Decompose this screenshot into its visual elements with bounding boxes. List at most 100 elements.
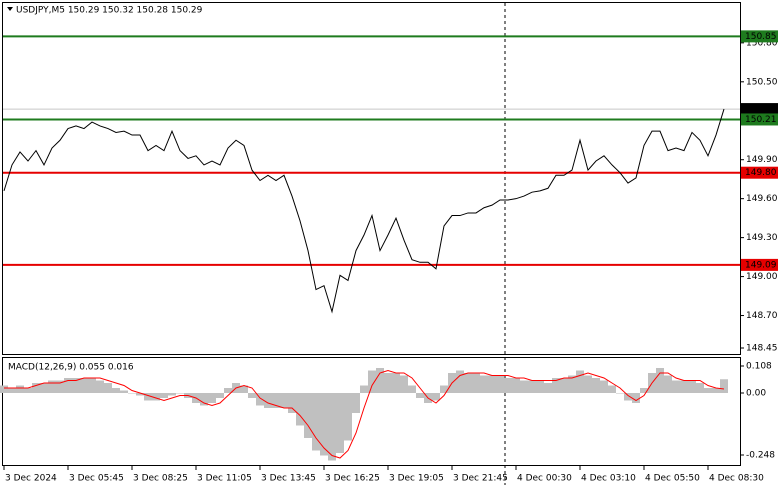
x-tick-label: 4 Dec 05:50 (645, 474, 700, 484)
histogram-bar (568, 375, 576, 393)
histogram-bar (0, 385, 8, 393)
chart-title: USDJPY,M5 150.29 150.32 150.28 150.29 (16, 6, 203, 16)
x-tick-label: 4 Dec 03:10 (581, 474, 636, 484)
level-label: 149.80 (745, 168, 777, 178)
histogram-bar (696, 383, 704, 393)
histogram-bar (328, 393, 336, 461)
histogram-bar (392, 373, 400, 393)
histogram-bar (640, 388, 648, 393)
signal-line (4, 369, 725, 459)
level-box (741, 166, 778, 179)
histogram-bar (264, 393, 272, 408)
y-tick-label: 148.45 (746, 343, 778, 353)
histogram-bar (32, 383, 40, 393)
x-tick-label: 3 Dec 05:45 (69, 474, 124, 484)
histogram-bar (584, 375, 592, 393)
histogram-bar (256, 393, 264, 406)
histogram-bar (88, 378, 96, 393)
x-tick-label: 3 Dec 08:25 (133, 474, 188, 484)
y-tick-label: -0.248 (746, 451, 775, 461)
histogram-bar (488, 375, 496, 393)
price-panel-frame (2, 2, 741, 355)
histogram-bar (360, 385, 368, 393)
histogram-bar (384, 373, 392, 393)
histogram-bar (416, 393, 424, 398)
y-tick-label: 0.00 (746, 389, 766, 399)
histogram-bar (600, 380, 608, 393)
histogram-bar (288, 393, 296, 413)
histogram-bar (280, 393, 288, 408)
histogram-bar (632, 393, 640, 403)
level-box (741, 258, 778, 271)
histogram-bar (456, 370, 464, 393)
x-tick-label: 3 Dec 11:05 (197, 474, 252, 484)
histogram-bar (672, 380, 680, 393)
histogram-bar (512, 378, 520, 393)
histogram-bar (112, 388, 120, 393)
x-tick-label: 3 Dec 16:25 (325, 474, 380, 484)
histogram-bar (152, 393, 160, 401)
histogram-bar (80, 378, 88, 393)
y-tick-label: 150.50 (746, 77, 778, 87)
histogram-bar (704, 388, 712, 393)
histogram-bar (96, 380, 104, 393)
histogram-bar (272, 393, 280, 408)
histogram-bar (136, 393, 144, 396)
histogram-bar (40, 383, 48, 393)
histogram-bar (224, 388, 232, 393)
y-tick-label: 149.90 (746, 155, 778, 165)
level-label: 150.85 (745, 32, 777, 42)
histogram-bar (472, 373, 480, 393)
price-line (3, 108, 725, 314)
histogram-bar (712, 388, 720, 393)
histogram-bar (368, 370, 376, 393)
histogram-bar (720, 379, 728, 393)
histogram-bar (544, 383, 552, 393)
symbol-marker (7, 7, 13, 11)
histogram-bar (536, 380, 544, 393)
histogram-bar (344, 393, 352, 441)
histogram-bar (688, 380, 696, 393)
histogram-bar (528, 380, 536, 393)
histogram-bar (320, 393, 328, 456)
histogram-bar (48, 380, 56, 393)
histogram-bar (624, 393, 632, 401)
histogram-bar (248, 393, 256, 398)
histogram-bar (400, 375, 408, 393)
x-tick-label: 3 Dec 21:45 (453, 474, 508, 484)
level-label: 149.09 (745, 260, 777, 270)
histogram-bar (480, 375, 488, 393)
x-tick-label: 3 Dec 19:05 (389, 474, 444, 484)
macd-panel-frame (2, 357, 741, 466)
last-price-box (741, 103, 778, 116)
histogram-bar (128, 393, 136, 394)
histogram-bar (664, 375, 672, 393)
histogram-bar (680, 380, 688, 393)
histogram-bar (464, 373, 472, 393)
histogram-bar (296, 393, 304, 426)
y-tick-label: 0.108 (746, 362, 772, 372)
histogram-bar (560, 378, 568, 393)
histogram-bar (216, 393, 224, 398)
histogram-bar (408, 385, 416, 393)
histogram-bar (24, 388, 32, 393)
x-tick-label: 3 Dec 2024 (5, 474, 57, 484)
level-label: 150.21 (745, 115, 777, 125)
histogram-bar (72, 378, 80, 393)
histogram-bar (336, 393, 344, 453)
histogram-bar (656, 368, 664, 393)
histogram-bar (304, 393, 312, 438)
histogram-bar (160, 393, 168, 398)
histogram-bar (16, 385, 24, 393)
histogram-bar (608, 385, 616, 393)
histogram-bar (440, 385, 448, 393)
level-box (741, 113, 778, 126)
histogram-bar (176, 393, 184, 394)
histogram-bar (496, 375, 504, 393)
y-tick-label: 150.80 (746, 38, 778, 48)
x-tick-label: 4 Dec 08:30 (709, 474, 764, 484)
x-tick-label: 3 Dec 13:45 (261, 474, 316, 484)
histogram-bar (576, 370, 584, 393)
